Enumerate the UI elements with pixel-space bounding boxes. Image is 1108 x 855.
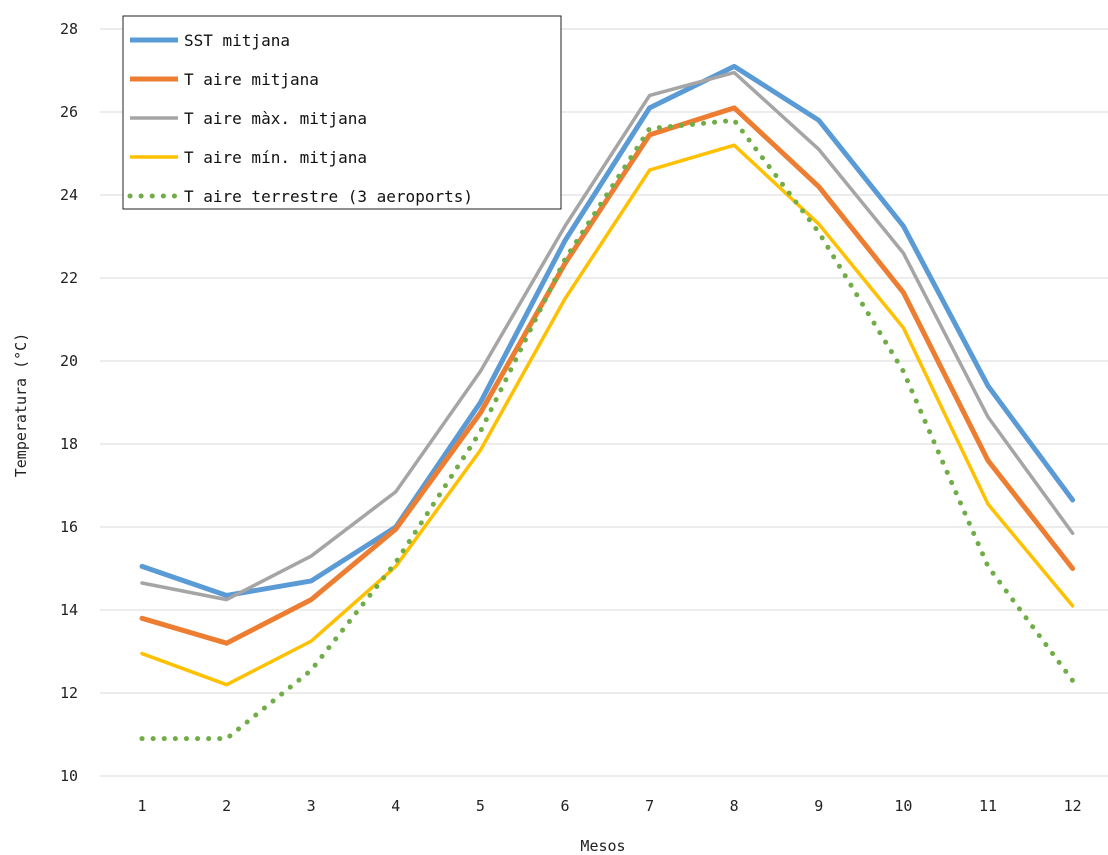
y-tick-label: 12 [60,684,78,702]
series-line [139,63,1076,598]
series-line [139,117,1076,742]
series-line [140,70,1075,602]
x-tick-label: 1 [137,797,146,815]
series-line [139,105,1076,646]
x-tick-label: 5 [476,797,485,815]
y-tick-label: 22 [60,269,78,287]
legend-label: T aire mitjana [184,70,319,89]
x-tick-label: 7 [645,797,654,815]
y-axis-label: Temperatura (°C) [12,333,30,478]
x-tick-label: 6 [560,797,569,815]
x-tick-label: 8 [730,797,739,815]
y-tick-label: 20 [60,352,78,370]
x-tick-label: 10 [894,797,912,815]
series-lines [139,63,1076,742]
series-line [140,143,1075,687]
y-tick-label: 14 [60,601,78,619]
grid-lines [100,28,1108,777]
legend-box [122,15,562,210]
y-axis-ticks: 10 12 14 16 18 20 22 24 26 28 [60,20,78,785]
y-tick-label: 18 [60,435,78,453]
x-tick-label: 11 [979,797,997,815]
y-tick-label: 28 [60,20,78,38]
x-tick-label: 2 [222,797,231,815]
x-axis-label: Mesos [580,837,625,855]
x-tick-label: 12 [1064,797,1082,815]
x-tick-label: 3 [307,797,316,815]
legend-label: T aire màx. mitjana [184,109,367,128]
y-tick-label: 24 [60,186,78,204]
x-tick-label: 4 [391,797,400,815]
y-tick-label: 16 [60,518,78,536]
legend-label: T aire terrestre (3 aeroports) [184,187,473,206]
legend-label: T aire mín. mitjana [184,148,367,167]
x-axis-ticks: 1 2 3 4 5 6 7 8 9 10 11 12 [137,797,1081,815]
y-tick-label: 26 [60,103,78,121]
y-tick-label: 10 [60,767,78,785]
x-tick-label: 9 [814,797,823,815]
legend-label: SST mitjana [184,31,290,50]
legend: SST mitjana T aire mitjana T aire màx. mit… [122,15,562,210]
